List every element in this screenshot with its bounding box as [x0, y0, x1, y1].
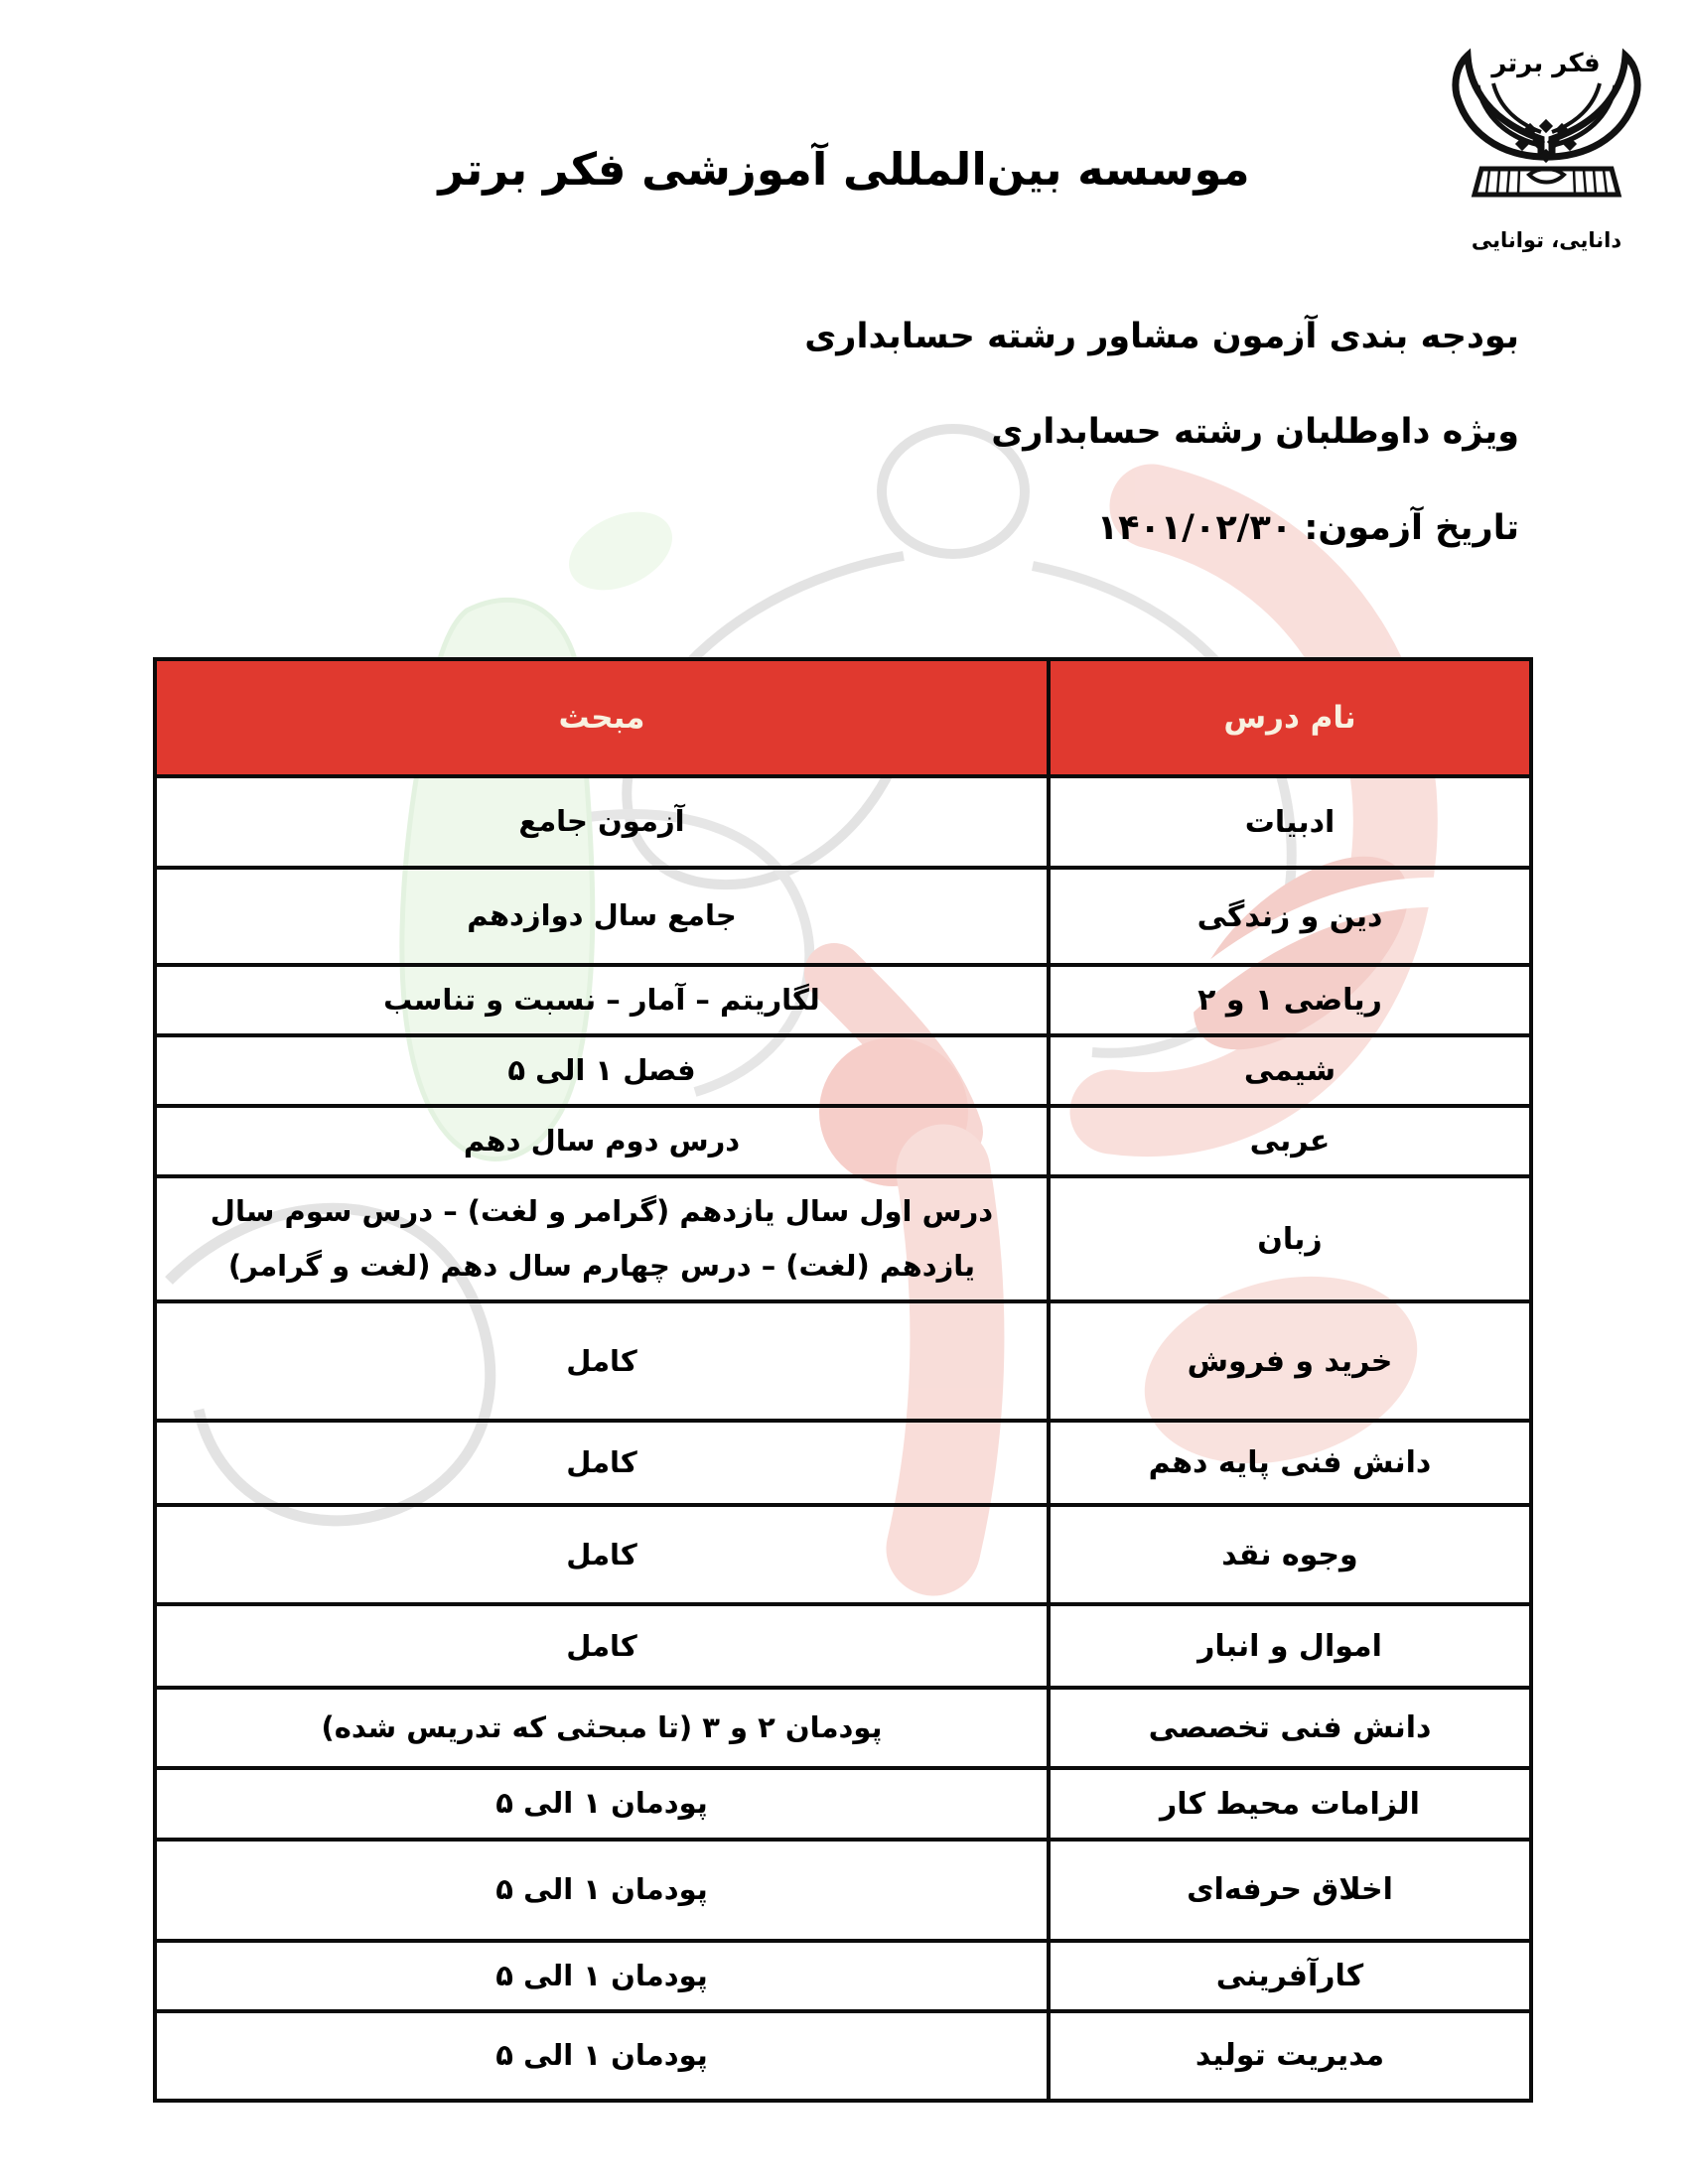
table-body: ادبیات آزمون جامع دین و زندگی جامع سال دواز…: [153, 774, 1533, 2103]
topic-cell: پودمان ۱ الی ۵: [153, 1766, 1051, 1842]
institute-logo: فکر برتر دانایی، توانایی: [1430, 38, 1663, 252]
table-row: مدیریت تولید پودمان ۱ الی ۵: [153, 2008, 1533, 2103]
column-header-topic: مبحث: [153, 657, 1051, 778]
subtitle-block: بودجه بندی آزمون مشاور رشته حسابداری ویژ…: [626, 314, 1519, 601]
table-row: ریاضی ۱ و ۲ لگاریتم – آمار – نسبت و تناسب: [153, 962, 1533, 1038]
topic-cell: پودمان ۱ الی ۵: [153, 1837, 1051, 1943]
page-title: موسسه بین‌المللی آموزشی فکر برتر: [438, 143, 1250, 197]
topic-cell: پودمان ۱ الی ۵: [153, 2008, 1051, 2103]
course-cell: دانش فنی تخصصی: [1047, 1686, 1533, 1771]
table-row: وجوه نقد کامل: [153, 1503, 1533, 1607]
table-row: کارآفرینی پودمان ۱ الی ۵: [153, 1938, 1533, 2013]
table-row: دین و زندگی جامع سال دوازدهم: [153, 866, 1533, 967]
subtitle-audience: ویژه داوطلبان رشته حسابداری: [991, 412, 1519, 453]
table-row: اموال و انبار کامل: [153, 1602, 1533, 1691]
table-row: خرید و فروش کامل: [153, 1299, 1533, 1424]
course-cell: خرید و فروش: [1047, 1299, 1533, 1424]
topic-cell: پودمان ۱ الی ۵: [153, 1938, 1051, 2013]
topic-cell: لگاریتم – آمار – نسبت و تناسب: [153, 962, 1051, 1038]
course-cell: کارآفرینی: [1047, 1938, 1533, 2013]
exam-budget-table: نام درس مبحث ادبیات آزمون جامع دین و زندگی…: [153, 657, 1533, 2103]
topic-cell: جامع سال دوازدهم: [153, 866, 1051, 967]
topic-cell: درس اول سال یازدهم (گرامر و لغت) – درس س…: [153, 1174, 1051, 1304]
table-row: دانش فنی پایه دهم کامل: [153, 1419, 1533, 1508]
topic-cell: پودمان ۲ و ۳ (تا مبحثی که تدریس شده): [153, 1686, 1051, 1771]
course-cell: عربی: [1047, 1104, 1533, 1179]
subtitle-exam-date: تاریخ آزمون: ۱۴۰۱/۰۲/۳۰: [1096, 507, 1519, 548]
course-cell: ریاضی ۱ و ۲: [1047, 962, 1533, 1038]
topic-cell: کامل: [153, 1602, 1051, 1691]
logo-motto: دانایی، توانایی: [1471, 228, 1622, 252]
topic-cell: کامل: [153, 1503, 1051, 1607]
course-cell: الزامات محیط کار: [1047, 1766, 1533, 1842]
table-header-row: نام درس مبحث: [153, 657, 1533, 778]
topic-cell: درس دوم سال دهم: [153, 1104, 1051, 1179]
course-cell: زبان: [1047, 1174, 1533, 1304]
logo-emblem-icon: فکر برتر: [1452, 48, 1641, 198]
table-row: عربی درس دوم سال دهم: [153, 1104, 1533, 1179]
column-header-course: نام درس: [1047, 657, 1533, 778]
course-cell: اخلاق حرفه‌ای: [1047, 1837, 1533, 1943]
course-cell: دانش فنی پایه دهم: [1047, 1419, 1533, 1508]
table-row: دانش فنی تخصصی پودمان ۲ و ۳ (تا مبحثی که …: [153, 1686, 1533, 1771]
topic-cell: آزمون جامع: [153, 774, 1051, 870]
table-row: ادبیات آزمون جامع: [153, 774, 1533, 870]
logo-name: فکر برتر: [1489, 49, 1600, 78]
course-cell: شیمی: [1047, 1033, 1533, 1109]
course-cell: ادبیات: [1047, 774, 1533, 870]
course-cell: وجوه نقد: [1047, 1503, 1533, 1607]
table-row: اخلاق حرفه‌ای پودمان ۱ الی ۵: [153, 1837, 1533, 1943]
topic-cell: کامل: [153, 1419, 1051, 1508]
course-cell: دین و زندگی: [1047, 866, 1533, 967]
topic-cell: فصل ۱ الی ۵: [153, 1033, 1051, 1109]
course-cell: اموال و انبار: [1047, 1602, 1533, 1691]
table-row: الزامات محیط کار پودمان ۱ الی ۵: [153, 1766, 1533, 1842]
course-cell: مدیریت تولید: [1047, 2008, 1533, 2103]
table-row: شیمی فصل ۱ الی ۵: [153, 1033, 1533, 1109]
table-row: زبان درس اول سال یازدهم (گرامر و لغت) – د…: [153, 1174, 1533, 1304]
topic-cell: کامل: [153, 1299, 1051, 1424]
subtitle-exam-budget: بودجه بندی آزمون مشاور رشته حسابداری: [804, 317, 1519, 356]
